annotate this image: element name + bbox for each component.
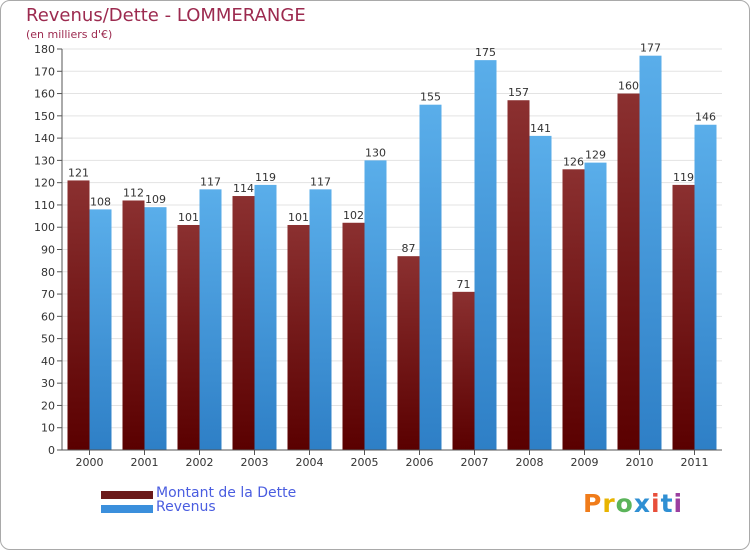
y-tick-label: 70 <box>41 288 55 301</box>
bar-debt <box>617 93 640 451</box>
data-label-debt: 87 <box>402 242 416 255</box>
y-tick-label: 40 <box>41 355 55 368</box>
data-label-revenus: 119 <box>255 171 276 184</box>
x-tick-label: 2004 <box>296 456 324 469</box>
y-tick-label: 50 <box>41 333 55 346</box>
bar-debt <box>562 169 585 451</box>
logo-letter: i <box>651 489 661 518</box>
data-label-debt: 160 <box>618 80 639 93</box>
y-tick-label: 120 <box>34 177 55 190</box>
x-tick-label: 2007 <box>461 456 489 469</box>
bar-debt <box>507 100 530 450</box>
data-label-debt: 71 <box>457 278 471 291</box>
proxiti-logo: Proxiti <box>583 489 683 518</box>
bar-revenus <box>474 60 497 451</box>
x-tick-label: 2009 <box>571 456 599 469</box>
x-tick-label: 2005 <box>351 456 379 469</box>
logo-letter: x <box>633 489 651 518</box>
y-tick-label: 30 <box>41 377 55 390</box>
bar-debt <box>122 200 145 450</box>
bar-revenus <box>364 160 387 450</box>
bar-revenus <box>694 124 717 450</box>
data-labels: 1211081121091011171141191011171021308715… <box>68 42 716 291</box>
chart-title: Revenus/Dette - LOMMERANGE <box>26 5 306 26</box>
data-label-debt: 102 <box>343 209 364 222</box>
bar-debt <box>342 222 365 450</box>
logo-letter: P <box>583 489 603 518</box>
logo-letter: o <box>615 489 634 518</box>
grid-lines <box>62 48 722 429</box>
bar-debt <box>287 224 310 450</box>
data-label-revenus: 155 <box>420 91 441 104</box>
x-tick-label: 2000 <box>76 456 104 469</box>
x-tick-label: 2008 <box>516 456 544 469</box>
data-label-revenus: 175 <box>475 46 496 59</box>
bars <box>67 55 717 451</box>
bar-debt <box>452 291 475 450</box>
y-tick-label: 0 <box>48 444 55 457</box>
y-tick-label: 80 <box>41 266 55 279</box>
bar-revenus <box>639 55 662 450</box>
legend-swatch-debt <box>101 491 153 499</box>
y-tick-label: 60 <box>41 310 55 323</box>
bar-debt <box>232 196 255 450</box>
bar-revenus <box>529 135 552 450</box>
data-label-debt: 112 <box>123 186 144 199</box>
logo-letter: t <box>660 489 674 518</box>
data-label-debt: 101 <box>288 211 309 224</box>
data-label-revenus: 130 <box>365 146 386 159</box>
legend-label-revenus: Revenus <box>156 499 216 515</box>
bar-debt <box>177 224 200 450</box>
y-tick-label: 110 <box>34 199 55 212</box>
data-label-debt: 101 <box>178 211 199 224</box>
y-tick-label: 90 <box>41 244 55 257</box>
legend-swatch-revenus <box>101 505 153 513</box>
logo-letter: r <box>602 489 616 518</box>
data-label-debt: 157 <box>508 86 529 99</box>
bar-revenus <box>144 207 167 450</box>
bar-revenus <box>584 162 607 450</box>
y-tick-label: 130 <box>34 154 55 167</box>
y-tick-label: 180 <box>34 43 55 56</box>
y-tick-label: 160 <box>34 88 55 101</box>
y-tick-label: 140 <box>34 132 55 145</box>
data-label-revenus: 177 <box>640 42 661 55</box>
data-label-revenus: 109 <box>145 193 166 206</box>
bar-revenus <box>419 104 442 450</box>
bar-revenus <box>309 189 332 450</box>
bar-revenus <box>89 209 112 450</box>
data-label-revenus: 146 <box>695 111 716 124</box>
data-label-revenus: 117 <box>310 175 331 188</box>
axes: 0 10 20 30 40 50 60 70 80 90 100 110 120 130 140 150 160… <box>34 43 722 469</box>
data-label-revenus: 108 <box>90 195 111 208</box>
data-label-debt: 121 <box>68 166 89 179</box>
x-tick-label: 2010 <box>626 456 654 469</box>
x-tick-label: 2011 <box>681 456 709 469</box>
bar-revenus <box>254 184 277 450</box>
bar-debt <box>67 180 90 450</box>
data-label-revenus: 141 <box>530 122 551 135</box>
x-tick-label: 2002 <box>186 456 214 469</box>
data-label-debt: 119 <box>673 171 694 184</box>
y-tick-label: 170 <box>34 65 55 78</box>
logo-letter: i <box>673 489 684 518</box>
y-tick-label: 10 <box>41 422 55 435</box>
bar-debt <box>672 184 695 450</box>
bar-revenus <box>199 189 222 450</box>
data-label-revenus: 129 <box>585 149 606 162</box>
y-tick-label: 100 <box>34 221 55 234</box>
bar-debt <box>397 256 420 450</box>
data-label-debt: 114 <box>233 182 254 195</box>
chart-subtitle: (en milliers d'€) <box>26 28 113 41</box>
y-tick-label: 150 <box>34 110 55 123</box>
x-tick-label: 2001 <box>131 456 159 469</box>
y-tick-label: 20 <box>41 399 55 412</box>
x-tick-label: 2006 <box>406 456 434 469</box>
data-label-debt: 126 <box>563 155 584 168</box>
data-label-revenus: 117 <box>200 175 221 188</box>
x-tick-label: 2003 <box>241 456 269 469</box>
legend-label-debt: Montant de la Dette <box>156 485 297 501</box>
